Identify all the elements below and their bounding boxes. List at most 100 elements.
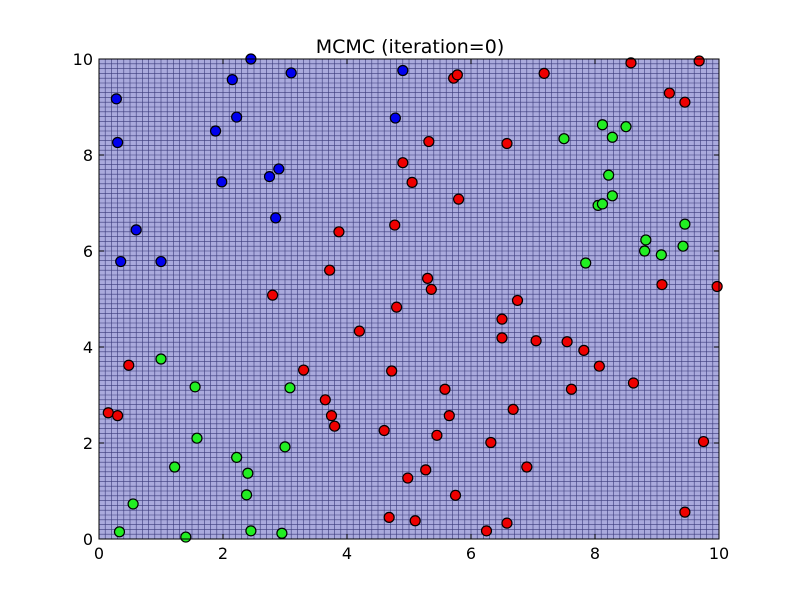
data-point xyxy=(115,255,127,268)
data-point xyxy=(324,264,336,276)
data-point xyxy=(501,517,513,529)
x-tick-label: 2 xyxy=(218,544,228,563)
data-point xyxy=(267,289,279,301)
data-point xyxy=(425,283,437,295)
data-point xyxy=(480,525,493,537)
grid xyxy=(99,59,719,539)
data-point xyxy=(420,464,432,476)
x-tick-label: 6 xyxy=(466,544,476,563)
data-point xyxy=(102,407,114,419)
data-point xyxy=(397,157,409,169)
data-point xyxy=(240,489,253,501)
data-point xyxy=(226,74,238,86)
data-point xyxy=(638,245,651,257)
data-point xyxy=(209,125,222,137)
data-point xyxy=(276,527,288,539)
data-point xyxy=(231,451,243,463)
data-point xyxy=(620,121,632,133)
data-point xyxy=(496,313,508,325)
data-point xyxy=(443,410,455,422)
data-point xyxy=(263,171,276,183)
data-point xyxy=(565,383,578,395)
data-point xyxy=(538,67,550,80)
data-point xyxy=(378,424,390,437)
data-point xyxy=(111,136,124,149)
data-point xyxy=(325,410,338,422)
data-point xyxy=(389,219,401,231)
y-tick-label: 8 xyxy=(83,146,93,165)
data-point xyxy=(279,441,291,453)
data-point xyxy=(409,515,421,527)
data-point xyxy=(386,365,398,377)
data-point xyxy=(496,332,508,344)
data-point xyxy=(677,240,689,252)
data-point xyxy=(655,249,667,261)
data-point xyxy=(113,526,126,538)
data-point xyxy=(284,382,296,394)
data-point xyxy=(679,218,691,230)
data-point xyxy=(451,69,463,81)
data-point xyxy=(679,506,691,518)
data-point xyxy=(397,64,409,77)
data-point xyxy=(422,272,434,284)
data-point xyxy=(130,224,142,236)
x-tick-label: 0 xyxy=(94,544,104,563)
data-point xyxy=(439,383,451,395)
data-point xyxy=(406,176,418,188)
data-point xyxy=(578,344,590,356)
y-tick-label: 10 xyxy=(73,50,93,69)
data-point xyxy=(603,169,615,181)
data-points xyxy=(102,53,723,543)
data-point xyxy=(627,377,640,389)
data-point xyxy=(697,435,710,448)
data-point xyxy=(606,131,618,143)
data-point xyxy=(625,57,637,69)
data-point xyxy=(521,461,533,473)
data-point xyxy=(285,67,297,79)
data-point xyxy=(110,93,122,105)
y-tick-label: 0 xyxy=(83,530,93,549)
data-point xyxy=(319,394,331,406)
data-point xyxy=(191,432,203,444)
data-point xyxy=(663,87,676,99)
data-point xyxy=(127,498,139,510)
data-point xyxy=(711,280,723,293)
x-tick-label: 4 xyxy=(342,544,352,563)
data-point xyxy=(180,531,192,543)
data-point xyxy=(693,55,705,67)
data-point xyxy=(596,119,609,131)
axes: 0 2 4 6 8 10 0 2 4 6 8 10 xyxy=(73,50,730,563)
data-point xyxy=(596,198,609,210)
data-point xyxy=(640,234,652,246)
data-point xyxy=(453,193,465,205)
data-point xyxy=(558,133,570,145)
data-point xyxy=(231,111,243,123)
data-point xyxy=(333,226,345,238)
plot-frame xyxy=(98,58,720,540)
data-point xyxy=(270,212,282,224)
data-point xyxy=(383,511,395,524)
data-point xyxy=(273,163,285,175)
data-point xyxy=(298,364,310,376)
data-point xyxy=(245,525,257,537)
y-tick-label: 4 xyxy=(83,338,93,357)
data-point xyxy=(155,255,167,268)
data-point xyxy=(242,467,254,479)
data-point xyxy=(593,360,605,372)
data-point xyxy=(216,176,228,188)
data-point xyxy=(111,410,124,422)
data-point xyxy=(656,279,668,291)
data-point xyxy=(606,190,618,202)
data-point xyxy=(189,381,201,393)
data-point xyxy=(511,294,524,307)
y-tick-label: 2 xyxy=(83,434,93,453)
data-point xyxy=(530,335,542,347)
data-point xyxy=(561,336,573,348)
x-tick-label: 8 xyxy=(590,544,600,563)
x-tick-label: 10 xyxy=(709,544,729,563)
chart-title: MCMC (iteration=0) xyxy=(316,36,504,58)
data-point xyxy=(501,137,513,150)
data-point xyxy=(485,436,497,449)
data-point xyxy=(679,96,691,108)
